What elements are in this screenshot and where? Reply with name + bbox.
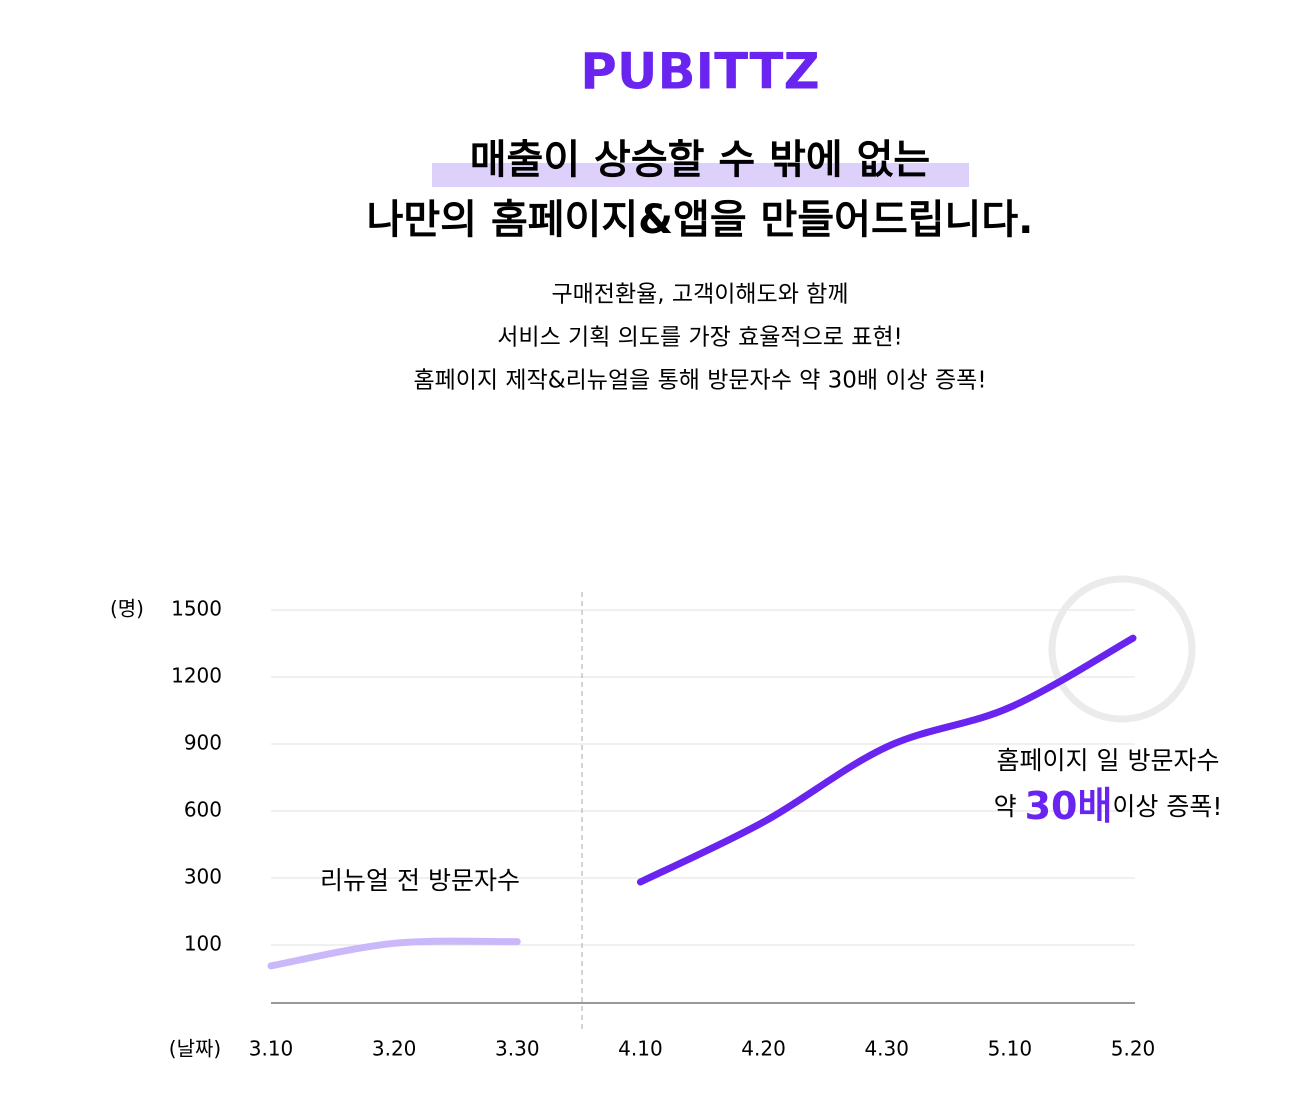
y-tick-label: 900 (184, 731, 222, 755)
series-line (267, 937, 521, 970)
highlight-circle (1048, 575, 1196, 723)
y-tick-label: 100 (184, 932, 222, 956)
x-tick-label: 3.10 (249, 1037, 294, 1061)
y-tick-label: 1500 (171, 597, 222, 621)
y-axis-label: (명) (110, 597, 144, 621)
logo: PUBITTZ (580, 43, 820, 101)
x-tick-label: 3.30 (495, 1037, 540, 1061)
headline: 나만의 홈페이지&앱을 만들어드립니다. (367, 197, 1034, 243)
x-tick-label: 4.10 (618, 1037, 663, 1061)
body-line: 서비스 기획 의도를 가장 효율적으로 표현! (497, 325, 903, 351)
y-tick-label: 1200 (171, 664, 222, 688)
annotation-suffix: 이상 증폭! (1112, 792, 1222, 821)
x-tick-label: 3.20 (372, 1037, 417, 1061)
series-line (636, 634, 1137, 886)
x-tick-label: 4.20 (741, 1037, 786, 1061)
annotation-prefix: 약 (994, 792, 1017, 821)
legend-label: 리뉴얼 전 방문자수 (320, 866, 520, 895)
x-tick-label: 4.30 (864, 1037, 909, 1061)
body-line: 홈페이지 제작&리뉴얼을 통해 방문자수 약 30배 이상 증폭! (413, 368, 986, 394)
headline: 매출이 상승할 수 밖에 없는 (470, 137, 931, 183)
annotation-highlight: 30배 (1025, 784, 1113, 828)
x-tick-label: 5.10 (988, 1037, 1033, 1061)
x-tick-label: 5.20 (1111, 1037, 1156, 1061)
annotation: 약 30배이상 증폭! (994, 784, 1223, 828)
y-tick-label: 300 (184, 865, 222, 889)
highlight (432, 163, 969, 187)
y-tick-label: 600 (184, 798, 222, 822)
body-line: 구매전환율, 고객이해도와 함께 (551, 282, 848, 308)
x-axis-label: (날짜) (169, 1037, 221, 1061)
legend-label: 홈페이지 일 방문자수 (997, 746, 1220, 775)
